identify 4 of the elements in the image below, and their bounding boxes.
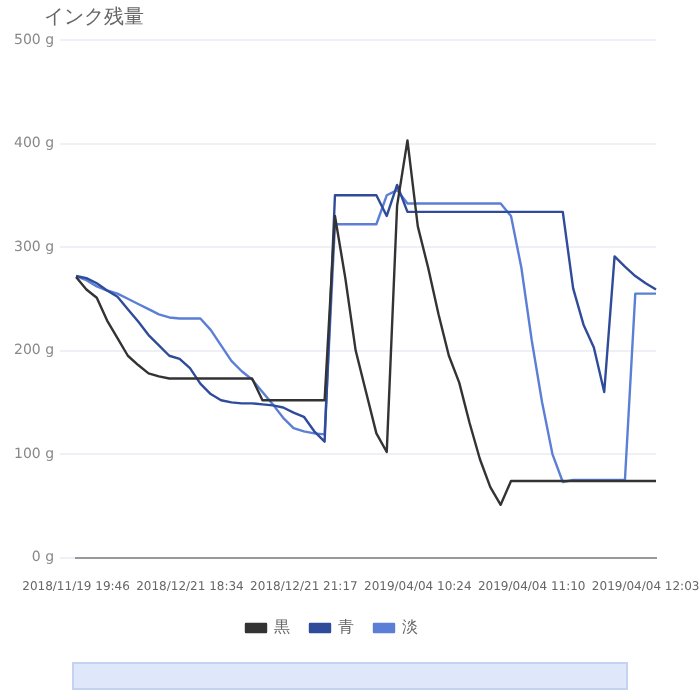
y-axis-title: インク残量 xyxy=(44,5,144,30)
legend-label: 淡 xyxy=(402,618,418,637)
legend-label: 黒 xyxy=(274,618,290,637)
legend-label: 青 xyxy=(338,618,354,637)
